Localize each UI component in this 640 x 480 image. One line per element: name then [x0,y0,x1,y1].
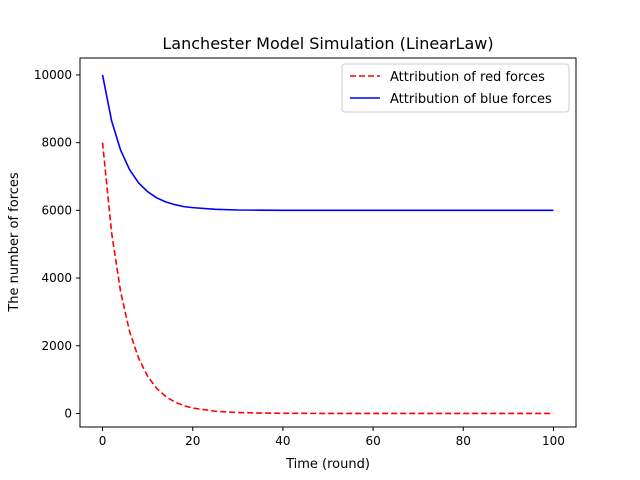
chart-title: Lanchester Model Simulation (LinearLaw) [162,34,493,53]
y-tick-label: 0 [64,406,72,420]
y-tick-label: 8000 [41,136,72,150]
series-layer [101,74,554,415]
x-tick-label: 100 [542,434,565,448]
legend: Attribution of red forces Attribution of… [341,63,570,113]
axes-frame [79,57,577,428]
x-tick-label: 0 [99,434,107,448]
x-tick-label: 60 [365,434,380,448]
legend-label-red: Attribution of red forces [390,70,545,85]
x-axis-ticks: 0 20 40 60 80 100 [99,427,565,448]
y-tick-label: 6000 [41,203,72,217]
x-tick-label: 20 [185,434,200,448]
y-tick-label: 2000 [41,339,72,353]
x-axis-label: Time (round) [285,457,370,472]
legend-label-blue: Attribution of blue forces [390,92,552,107]
y-tick-label: 10000 [34,68,72,82]
y-axis-label: The number of forces [7,172,22,313]
plot-area [79,57,577,428]
x-tick-label: 40 [275,434,290,448]
x-tick-label: 80 [456,434,471,448]
y-tick-label: 4000 [41,271,72,285]
series-line-red [101,142,554,415]
legend-box [341,63,570,113]
y-axis-ticks: 0 2000 4000 6000 8000 10000 [34,68,80,420]
series-line-blue [101,74,554,212]
